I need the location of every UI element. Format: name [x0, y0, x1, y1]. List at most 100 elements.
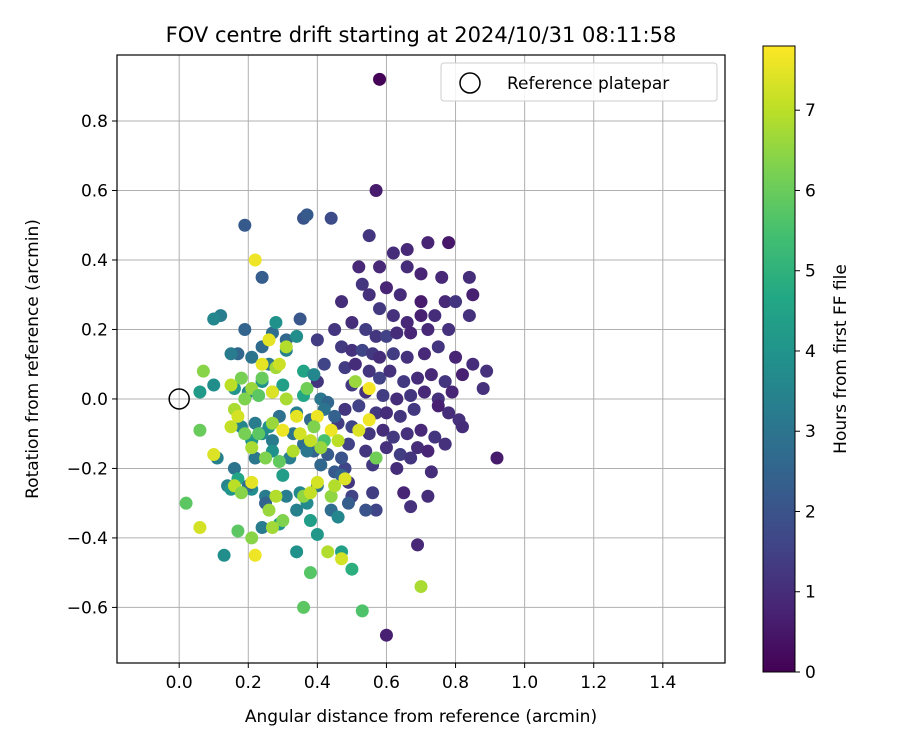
scatter-point — [290, 409, 304, 423]
colorbar-label: Hours from first FF file — [831, 264, 851, 454]
x-tick-label: 0.4 — [304, 673, 331, 693]
legend: Reference platepar — [440, 62, 718, 102]
scatter-point — [248, 416, 262, 430]
scatter-point — [421, 322, 435, 336]
scatter-point — [411, 371, 425, 385]
scatter-point — [445, 385, 459, 399]
scatter-point — [259, 451, 273, 465]
scatter-point — [245, 531, 259, 545]
scatter-point — [421, 489, 435, 503]
scatter-point — [449, 350, 463, 364]
scatter-point — [404, 451, 418, 465]
scatter-point — [300, 208, 314, 222]
scatter-point — [303, 514, 317, 528]
scatter-point — [386, 347, 400, 361]
scatter-point — [297, 364, 311, 378]
scatter-point — [362, 382, 376, 396]
scatter-point — [397, 375, 411, 389]
x-tick-label: 0.2 — [235, 673, 262, 693]
scatter-point — [276, 514, 290, 528]
scatter-point — [293, 312, 307, 326]
scatter-point — [255, 371, 269, 385]
scatter-point — [455, 368, 469, 382]
scatter-point — [245, 441, 259, 455]
scatter-point — [265, 434, 279, 448]
scatter-point — [224, 378, 238, 392]
scatter-point — [310, 333, 324, 347]
scatter-point — [252, 388, 266, 402]
colorbar-gradient — [762, 45, 796, 673]
colorbar-tick-label: 7 — [805, 101, 816, 121]
scatter-point — [269, 316, 283, 330]
scatter-point — [421, 236, 435, 250]
scatter-point — [352, 423, 366, 437]
scatter-point — [307, 420, 321, 434]
scatter-point — [462, 309, 476, 323]
scatter-point — [324, 211, 338, 225]
scatter-point — [193, 521, 207, 535]
reference-platepar-marker — [168, 388, 190, 410]
y-axis-ticks: −0.6 −0.4 −0.2 0.0 0.2 0.4 0.6 0.8 — [67, 112, 117, 618]
scatter-point — [265, 385, 279, 399]
scatter-point — [314, 458, 328, 472]
scatter-point — [411, 441, 425, 455]
scatter-point — [245, 350, 259, 364]
scatter-point — [431, 340, 445, 354]
scatter-point — [331, 434, 345, 448]
x-tick-label: 0.0 — [166, 673, 193, 693]
scatter-point — [424, 465, 438, 479]
y-axis-label: Rotation from reference (arcmin) — [23, 219, 43, 499]
scatter-point — [390, 326, 404, 340]
scatter-point — [379, 281, 393, 295]
scatter-point — [417, 347, 431, 361]
scatter-point — [300, 382, 314, 396]
scatter-point — [442, 406, 456, 420]
scatter-point — [480, 364, 494, 378]
colorbar-tick-label: 2 — [805, 502, 816, 522]
scatter-point — [442, 236, 456, 250]
scatter-point — [366, 486, 380, 500]
scatter-point — [428, 309, 442, 323]
scatter-point — [245, 475, 259, 489]
scatter-point — [196, 364, 210, 378]
scatter-point — [338, 361, 352, 375]
x-tick-label: 1.4 — [649, 673, 676, 693]
scatter-point — [328, 409, 342, 423]
scatter-point — [193, 385, 207, 399]
scatter-point — [286, 444, 300, 458]
scatter-point — [369, 451, 383, 465]
scatter-point — [248, 548, 262, 562]
scatter-point — [404, 326, 418, 340]
scatter-point — [348, 357, 362, 371]
scatter-point — [324, 423, 338, 437]
legend-marker-icon — [459, 72, 481, 94]
scatter-point — [279, 392, 293, 406]
scatter-point — [303, 566, 317, 580]
scatter-point — [279, 340, 293, 354]
y-tick-label: 0.0 — [81, 390, 108, 410]
scatter-point — [231, 524, 245, 538]
scatter-point — [390, 461, 404, 475]
scatter-point — [335, 552, 349, 566]
scatter-point — [431, 399, 445, 413]
scatter-point — [324, 489, 338, 503]
x-tick-label: 0.6 — [373, 673, 400, 693]
scatter-point — [362, 413, 376, 427]
scatter-point — [227, 461, 241, 475]
scatter-point — [373, 302, 387, 316]
scatter-point — [272, 454, 286, 468]
x-tick-label: 0.8 — [442, 673, 469, 693]
scatter-point — [335, 451, 349, 465]
scatter-point — [248, 451, 262, 465]
scatter-point — [379, 628, 393, 642]
scatter-point — [207, 312, 221, 326]
scatter-point — [352, 260, 366, 274]
scatter-point — [269, 489, 283, 503]
scatter-point — [359, 322, 373, 336]
scatter-point — [310, 409, 324, 423]
scatter-point — [265, 416, 279, 430]
scatter-point — [335, 340, 349, 354]
scatter-point — [386, 309, 400, 323]
scatter-point — [417, 385, 431, 399]
